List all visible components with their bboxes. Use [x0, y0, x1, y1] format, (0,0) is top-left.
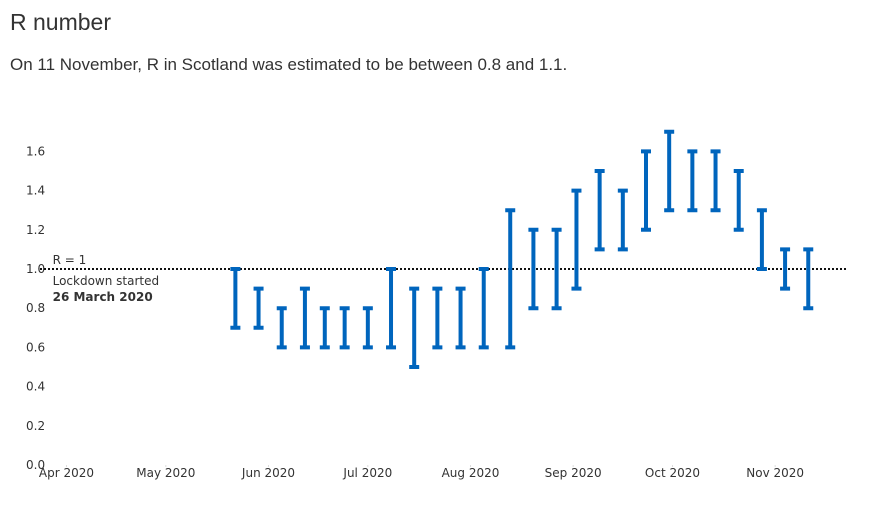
range-bar: [617, 188, 628, 252]
range-bar: [641, 149, 651, 232]
y-tick-label: 1.2: [26, 223, 45, 237]
chart-subtitle: On 11 November, R in Scotland was estima…: [10, 55, 567, 74]
x-tick-label: Aug 2020: [442, 466, 500, 480]
range-bar: [551, 227, 562, 311]
x-tick-label: Jun 2020: [241, 466, 295, 480]
range-bar: [409, 286, 420, 369]
range-bar: [253, 286, 264, 330]
range-bar: [733, 169, 744, 232]
y-tick-label: 0.8: [26, 301, 45, 315]
range-bar: [803, 247, 814, 311]
x-tick-label: Sep 2020: [545, 466, 602, 480]
x-tick-label: Nov 2020: [746, 466, 804, 480]
range-bar: [780, 247, 791, 291]
range-bar: [362, 306, 373, 350]
reference-label: R = 1: [53, 253, 87, 267]
range-bar: [339, 306, 350, 350]
range-bar: [432, 286, 443, 350]
range-bar: [710, 149, 721, 213]
range-bar: [594, 169, 605, 252]
range-bar: [299, 286, 310, 350]
range-bar: [528, 227, 539, 311]
y-tick-label: 0.2: [26, 419, 45, 433]
x-tick-label: May 2020: [136, 466, 195, 480]
event-label: Lockdown started: [53, 274, 160, 288]
range-bar: [664, 129, 675, 213]
x-tick-label: Jul 2020: [342, 466, 392, 480]
y-tick-label: 0.0: [26, 458, 45, 472]
range-bar: [455, 286, 466, 350]
x-tick-label: Oct 2020: [645, 466, 700, 480]
range-bar: [505, 208, 516, 350]
range-bar: [230, 267, 241, 330]
range-bar: [687, 149, 698, 213]
y-tick-label: 0.6: [26, 340, 45, 354]
range-bar: [319, 306, 330, 350]
y-tick-label: 1.4: [26, 184, 45, 198]
range-bar: [756, 208, 767, 271]
y-tick-label: 0.4: [26, 380, 45, 394]
range-bar: [478, 267, 489, 350]
y-tick-label: 1.0: [26, 262, 45, 276]
range-bar: [571, 188, 582, 291]
y-tick-label: 1.6: [26, 144, 45, 158]
event-date: 26 March 2020: [53, 290, 153, 304]
chart-title: R number: [10, 9, 111, 35]
x-tick-label: Apr 2020: [39, 466, 94, 480]
range-bar: [386, 267, 397, 350]
range-bar: [276, 306, 287, 350]
